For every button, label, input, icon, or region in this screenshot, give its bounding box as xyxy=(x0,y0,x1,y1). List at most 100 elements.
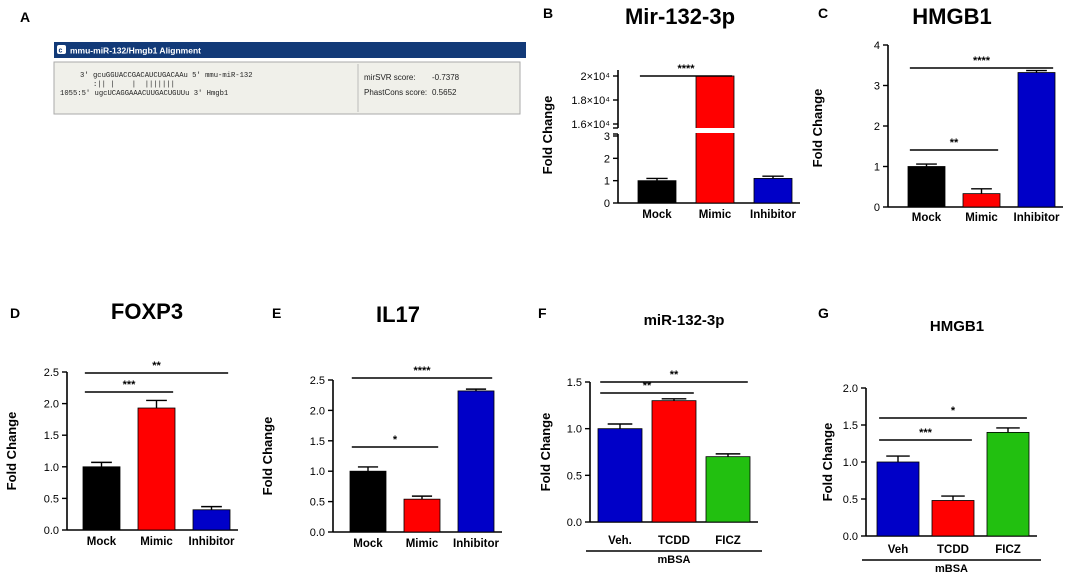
category-label: Mock xyxy=(642,209,672,221)
y-tick-label: 0 xyxy=(604,198,610,210)
alignment-header: mmu-miR-132/Hmgb1 Alignment xyxy=(70,46,201,56)
y-tick-label: 1.0 xyxy=(44,462,59,474)
significance-label: ** xyxy=(152,360,161,372)
significance-label: * xyxy=(951,405,956,417)
panel-letter-e: E xyxy=(272,305,281,321)
category-label: Veh xyxy=(888,544,908,556)
y-axis-label: Fold Change xyxy=(4,412,19,491)
bar-mock xyxy=(82,466,121,531)
chart-title: HMGB1 xyxy=(912,4,991,29)
chart-title: Mir-132-3p xyxy=(625,4,735,29)
panel-letter-a: A xyxy=(20,9,30,25)
category-label: Mimic xyxy=(699,209,732,221)
y-tick-label: 0.5 xyxy=(843,494,858,506)
x-group-label: mBSA xyxy=(935,563,968,575)
y-tick-label: 1.5 xyxy=(44,430,59,442)
bar-mock xyxy=(907,166,946,208)
category-label: Inhibitor xyxy=(189,536,236,548)
y-tick-label: 1.5 xyxy=(310,436,325,448)
chart-panel-f: miR-132-3p Fold Change 0.0 0.5 1.0 1.5 Veh. TCD… xyxy=(538,312,762,566)
alignment-logo-icon xyxy=(57,45,66,54)
y-tick-label: 1.5 xyxy=(567,377,582,389)
category-label: TCDD xyxy=(937,544,969,556)
y-tick-label: 0 xyxy=(874,202,880,214)
y-axis-label: Fold Change xyxy=(538,413,553,492)
bar-inhibitor xyxy=(457,390,495,533)
x-group-label: mBSA xyxy=(657,554,690,566)
significance-label: *** xyxy=(919,427,933,439)
y-axis-label: Fold Change xyxy=(260,417,275,496)
significance-label: **** xyxy=(677,63,695,75)
significance-label: * xyxy=(393,434,398,446)
y-tick-label: 0.0 xyxy=(567,517,582,529)
y-tick-label: 0.5 xyxy=(567,470,582,482)
bar-tcdd xyxy=(931,500,975,537)
category-label: Mock xyxy=(87,536,117,548)
alignment-logo-glyph: c xyxy=(59,48,63,55)
category-label: FICZ xyxy=(995,544,1021,556)
category-label: Inhibitor xyxy=(750,209,797,221)
category-label: Mimic xyxy=(965,212,998,224)
significance-label: ** xyxy=(643,380,652,392)
chart-title: HMGB1 xyxy=(930,318,984,335)
y-tick-label: 2.0 xyxy=(310,405,325,417)
bar-inhibitor xyxy=(753,178,793,204)
category-label: Mimic xyxy=(406,538,439,550)
alignment-box xyxy=(53,61,521,115)
bar-mock xyxy=(349,470,387,533)
panel-letter-c: C xyxy=(818,5,828,21)
chart-panel-g: HMGB1 Fold Change 0.0 0.5 1.0 1.5 2.0 Veh TCDD FI… xyxy=(820,318,1041,575)
y-tick-label: 2×10⁴ xyxy=(580,71,610,83)
y-tick-label: 0.0 xyxy=(843,531,858,543)
chart-title: FOXP3 xyxy=(111,299,183,324)
alignment-panel: c mmu-miR-132/Hmgb1 Alignment 3' gcuGGUA… xyxy=(53,42,526,115)
y-tick-label: 0.5 xyxy=(44,493,59,505)
chart-panel-b: Mir-132-3p Fold Change 0 1 2 31.6×10⁴ 1.8×10⁴ 2… xyxy=(540,4,800,221)
alignment-match-line: :|| | | ||||||| xyxy=(80,81,175,89)
chart-panel-e: IL17 Fold Change 0.0 0.5 1.0 1.5 2.0 2.5 Mock Mim… xyxy=(260,302,502,550)
significance-label: ** xyxy=(670,369,679,381)
y-tick-label: 3 xyxy=(604,131,610,143)
bar-ficz xyxy=(705,456,751,523)
chart-panel-c: HMGB1 Fold Change 0 1 2 3 4 Mock Mimic Inhibitor *… xyxy=(810,4,1063,224)
bar-ficz xyxy=(986,431,1030,537)
bar-tcdd xyxy=(651,400,697,523)
mirsvr-value: -0.7378 xyxy=(432,73,460,82)
bar-mock xyxy=(637,180,677,204)
y-tick-label: 0.0 xyxy=(310,527,325,539)
y-tick-label: 0.0 xyxy=(44,525,59,537)
y-tick-label: 2 xyxy=(874,121,880,133)
y-tick-label: 2.0 xyxy=(44,399,59,411)
significance-label: *** xyxy=(123,379,137,391)
significance-label: ** xyxy=(950,137,959,149)
panel-letter-d: D xyxy=(10,305,20,321)
alignment-mirna-line: 3' gcuGGUACCGACAUCUGACAAu 5' mmu-miR-132 xyxy=(80,72,253,80)
category-label: Mock xyxy=(912,212,942,224)
y-tick-label: 2.5 xyxy=(310,375,325,387)
y-tick-label: 2.0 xyxy=(843,383,858,395)
y-tick-label: 1.0 xyxy=(567,424,582,436)
y-tick-label: 1.5 xyxy=(843,420,858,432)
y-tick-label: 4 xyxy=(874,40,880,52)
category-label: Mimic xyxy=(140,536,173,548)
category-label: FICZ xyxy=(715,535,741,547)
y-tick-label: 1 xyxy=(604,176,610,188)
bar-inhibitor xyxy=(1017,72,1056,208)
y-tick-label: 1.8×10⁴ xyxy=(571,95,610,107)
bar-veh xyxy=(876,461,920,537)
alignment-target-line: 1055:5' ugcUCAGGAAACUUGACUGUUu 3' Hmgb1 xyxy=(60,90,228,98)
y-tick-label: 1.6×10⁴ xyxy=(571,119,610,131)
significance-label: **** xyxy=(413,365,431,377)
y-tick-label: 2.5 xyxy=(44,367,59,379)
panel-letter-f: F xyxy=(538,305,547,321)
bar-mimic xyxy=(403,498,441,533)
y-axis-label: Fold Change xyxy=(810,89,825,168)
y-tick-label: 1 xyxy=(874,162,880,174)
phastcons-value: 0.5652 xyxy=(432,88,457,97)
significance-label: **** xyxy=(973,55,991,67)
charts: Mir-132-3p Fold Change 0 1 2 31.6×10⁴ 1.8×10⁴ 2… xyxy=(4,4,1063,575)
bar-mimic xyxy=(962,193,1001,208)
y-tick-label: 1.0 xyxy=(310,466,325,478)
chart-panel-d: FOXP3 Fold Change 0.0 0.5 1.0 1.5 2.0 2.5 Mock Mi… xyxy=(4,299,238,548)
